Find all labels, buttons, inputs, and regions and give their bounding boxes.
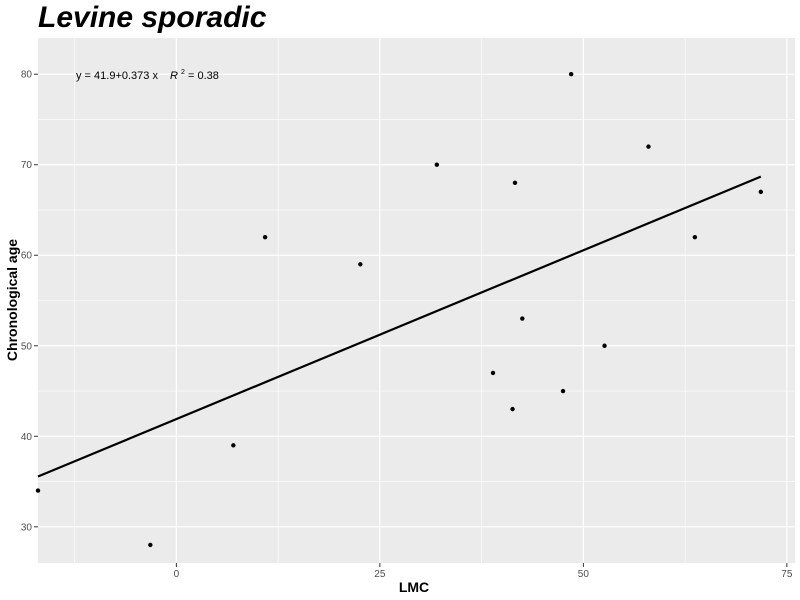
data-point [602, 343, 607, 348]
regression-line [37, 175, 762, 478]
x-axis-ticks: 0 25 50 75 [174, 563, 793, 580]
regression-line-group [37, 175, 762, 478]
annotation-equation-text: y = 41.9+0.373 x [76, 70, 158, 82]
data-point [35, 488, 41, 493]
y-tick-label: 80 [21, 70, 33, 81]
y-tick-label: 70 [21, 160, 33, 171]
x-tick-label: 75 [781, 569, 793, 580]
data-point [520, 316, 525, 321]
annotation-r2-exponent: 2 [181, 69, 185, 76]
minor-grid [38, 38, 795, 563]
y-tick-label: 30 [21, 522, 33, 533]
y-tick-label: 50 [21, 341, 33, 352]
x-tick-label: 50 [578, 569, 590, 580]
data-point [148, 542, 153, 548]
data-point [434, 162, 440, 167]
annotation-r2-value: = 0.38 [188, 70, 219, 82]
data-point [231, 443, 236, 448]
data-points [35, 72, 764, 548]
data-point [560, 388, 566, 394]
y-tick-label: 60 [21, 251, 33, 262]
y-axis-ticks: 30 40 50 60 70 80 [21, 70, 38, 533]
data-point [490, 370, 496, 376]
y-axis-title: Chronological age [4, 239, 20, 361]
annotation-equation: y = 41.9+0.373 x R 2 = 0.38 [76, 65, 219, 82]
x-tick-label: 25 [374, 569, 386, 580]
y-tick-label: 40 [21, 432, 33, 443]
major-grid [38, 38, 795, 563]
data-point [262, 234, 268, 240]
data-point [512, 180, 518, 186]
data-point [646, 144, 651, 149]
x-tick-label: 0 [174, 569, 180, 580]
data-point [692, 234, 698, 240]
x-axis-title: LMC [399, 579, 429, 595]
chart-title: Levine sporadic [38, 1, 267, 34]
data-point [510, 406, 515, 412]
data-point [568, 72, 574, 77]
annotation-r2-label: R [170, 70, 178, 82]
data-point [358, 262, 363, 267]
data-point [758, 189, 764, 195]
